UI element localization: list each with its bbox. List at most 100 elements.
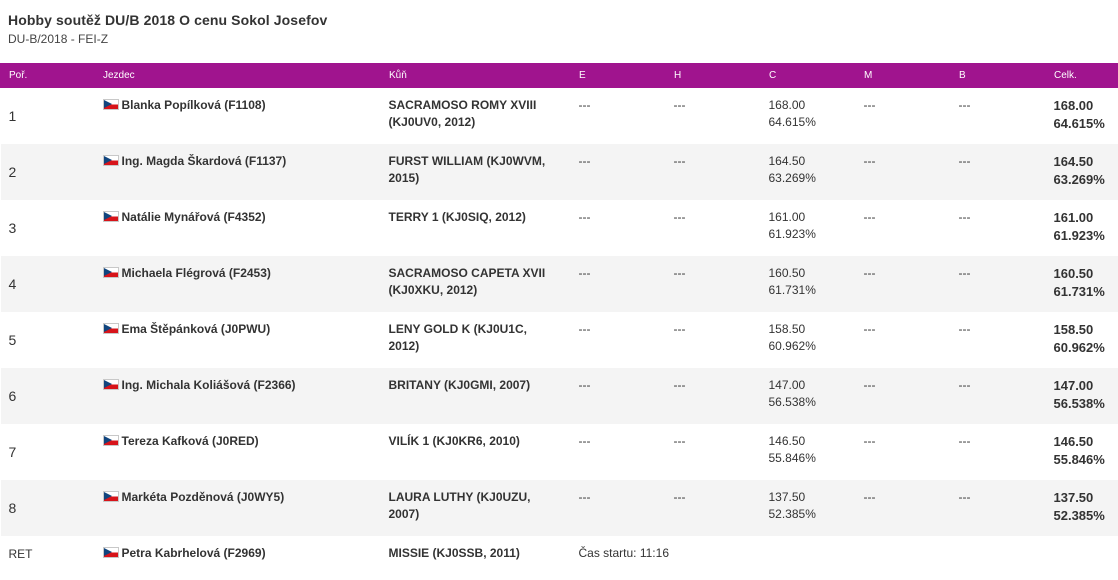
judge-h-cell: --- [673,434,686,448]
total-score: 164.50 [1053,154,1094,169]
judge-c-cell: 164.50 63.269% [761,144,856,200]
rider-name: Ing. Magda Škardová (F1137) [121,154,287,168]
table-row[interactable]: 5 Ema Štěpánková (J0PWU) LENY GOLD K (KJ… [1,312,1118,368]
judge-m-cell: --- [863,434,876,448]
judge-c-percent: 64.615% [768,115,816,129]
total-percent: 61.923% [1053,228,1105,243]
horse-cell[interactable]: SACRAMOSO CAPETA XVII (KJ0XKU, 2012) [388,266,546,297]
czech-flag-icon [102,155,119,166]
czech-flag-icon [102,267,119,278]
judge-b-cell: --- [958,266,971,280]
rank-cell: 7 [8,443,17,460]
total-score: 137.50 [1053,490,1094,505]
judge-m-cell: --- [863,154,876,168]
judge-h-cell: --- [673,490,686,504]
judge-h-cell: --- [673,322,686,336]
czech-flag-icon [102,99,119,110]
judge-c-score: 158.50 [768,322,806,336]
horse-cell[interactable]: LENY GOLD K (KJ0U1C, 2012) [388,322,527,353]
rider-cell[interactable]: Ing. Magda Škardová (F1137) [95,144,381,200]
rider-name: Ing. Michala Koliášová (F2366) [121,378,296,392]
column-header-horse[interactable]: Kůň [380,63,571,88]
total-percent: 55.846% [1053,452,1105,467]
table-row[interactable]: 3 Natálie Mynářová (F4352) TERRY 1 (KJ0S… [1,200,1118,256]
judge-e-cell: --- [578,154,591,168]
rank-cell: 5 [8,331,17,348]
rider-cell[interactable]: Ema Štěpánková (J0PWU) [95,312,381,368]
ret-rider-cell[interactable]: Petra Kabrhelová (F2969) [95,536,381,572]
judge-c-percent: 60.962% [768,339,816,353]
judge-c-percent: 63.269% [768,171,816,185]
judge-b-cell: --- [958,434,971,448]
column-header-m[interactable]: M [855,63,951,88]
rider-cell[interactable]: Ing. Michala Koliášová (F2366) [95,368,381,424]
judge-b-cell: --- [958,322,971,336]
judge-c-cell: 158.50 60.962% [761,312,856,368]
total-score: 161.00 [1053,210,1094,225]
total-score: 147.00 [1053,378,1094,393]
judge-h-cell: --- [673,98,686,112]
horse-cell[interactable]: VILÍK 1 (KJ0KR6, 2010) [388,434,520,448]
table-row[interactable]: 8 Markéta Pozděnová (J0WY5) LAURA LUTHY … [0,480,1118,536]
judge-m-cell: --- [863,490,876,504]
rider-name: Michaela Flégrová (F2453) [121,266,271,280]
judge-c-cell: 147.00 56.538% [761,368,856,424]
page-header: Hobby soutěž DU/B 2018 O cenu Sokol Jose… [8,12,327,46]
competition-subtitle: DU-B/2018 - FEI-Z [8,32,109,46]
judge-c-score: 137.50 [768,490,806,504]
judge-c-score: 161.00 [768,210,806,224]
column-header-b[interactable]: B [950,63,1046,88]
judge-c-cell: 168.00 64.615% [761,88,856,144]
rider-cell[interactable]: Natálie Mynářová (F4352) [95,200,381,256]
rider-name: Ema Štěpánková (J0PWU) [121,322,271,336]
column-header-rank[interactable]: Poř. [0,63,95,88]
rank-cell: 4 [8,275,17,292]
table-row[interactable]: 1 Blanka Popílková (F1108) SACRAMOSO ROM… [1,88,1118,144]
total-cell: 147.00 56.538% [1046,368,1118,424]
total-cell: 164.50 63.269% [1046,144,1118,200]
rider-cell[interactable]: Blanka Popílková (F1108) [95,88,381,144]
ret-horse[interactable]: MISSIE (KJ0SSB, 2011) [388,546,520,560]
rider-name: Natálie Mynářová (F4352) [121,210,266,224]
total-percent: 52.385% [1053,508,1105,523]
total-score: 160.50 [1053,266,1094,281]
total-cell: 146.50 55.846% [1046,424,1118,480]
column-header-c[interactable]: C [760,63,856,88]
judge-c-cell: 160.50 61.731% [761,256,856,312]
total-percent: 61.731% [1053,284,1105,299]
judge-m-cell: --- [863,322,876,336]
judge-e-cell: --- [578,322,591,336]
judge-c-cell: 137.50 52.385% [761,480,856,536]
table-row[interactable]: 6 Ing. Michala Koliášová (F2366) BRITANY… [0,368,1118,424]
total-cell: 158.50 60.962% [1046,312,1118,368]
judge-c-score: 146.50 [768,434,806,448]
rider-cell[interactable]: Tereza Kafková (J0RED) [95,424,381,480]
competition-title: Hobby soutěž DU/B 2018 O cenu Sokol Jose… [8,12,328,28]
rider-name: Markéta Pozděnová (J0WY5) [121,490,285,504]
horse-cell[interactable]: SACRAMOSO ROMY XVIII (KJ0UV0, 2012) [388,98,537,129]
horse-cell[interactable]: LAURA LUTHY (KJ0UZU, 2007) [388,490,531,521]
judge-e-cell: --- [578,434,591,448]
rider-cell[interactable]: Michaela Flégrová (F2453) [95,256,381,312]
judge-e-cell: --- [578,378,591,392]
column-header-e[interactable]: E [570,63,666,88]
table-row[interactable]: 4 Michaela Flégrová (F2453) SACRAMOSO CA… [0,256,1118,312]
judge-c-cell: 161.00 61.923% [761,200,856,256]
czech-flag-icon [102,435,119,446]
ret-row[interactable]: RET Petra Kabrhelová (F2969) MISSIE (KJ0… [1,536,1118,572]
table-row[interactable]: 7 Tereza Kafková (J0RED) VILÍK 1 (KJ0KR6… [1,424,1118,480]
horse-cell[interactable]: BRITANY (KJ0GMI, 2007) [388,378,531,392]
judge-e-cell: --- [578,266,591,280]
judge-m-cell: --- [863,98,876,112]
horse-cell[interactable]: FURST WILLIAM (KJ0WVM, 2015) [388,154,546,185]
column-header-h[interactable]: H [665,63,761,88]
table-row[interactable]: 2 Ing. Magda Škardová (F1137) FURST WILL… [0,144,1118,200]
rider-cell[interactable]: Markéta Pozděnová (J0WY5) [95,480,381,536]
rider-name: Tereza Kafková (J0RED) [121,434,259,448]
horse-cell[interactable]: TERRY 1 (KJ0SIQ, 2012) [388,210,526,224]
rank-cell: 1 [8,107,17,124]
rank-cell: 3 [8,219,17,236]
column-header-total[interactable]: Celk. [1045,63,1118,88]
column-header-rider[interactable]: Jezdec [94,63,381,88]
judge-h-cell: --- [673,210,686,224]
